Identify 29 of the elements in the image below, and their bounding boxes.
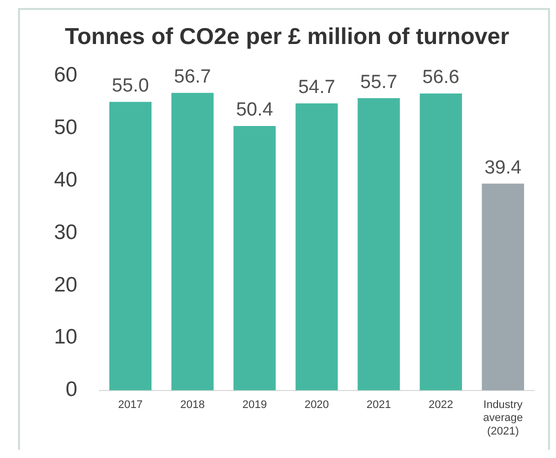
y-tick-label: 10 (54, 326, 78, 349)
bar (358, 98, 400, 390)
data-label: 54.7 (298, 77, 336, 98)
data-label: 55.7 (360, 72, 398, 93)
bar (171, 92, 214, 390)
x-tick-label: 2019 (242, 399, 267, 412)
x-tick-label: 2021 (366, 399, 392, 412)
y-tick-label: 30 (54, 220, 78, 244)
y-tick-label: 40 (54, 168, 78, 192)
bar (109, 102, 152, 390)
y-tick-label: 50 (54, 116, 78, 139)
data-label: 39.4 (484, 157, 522, 178)
data-label: 56.6 (422, 67, 460, 88)
y-tick-label: 60 (54, 63, 78, 86)
chart-title: Tonnes of CO2e per £ million of turnover (64, 23, 510, 50)
x-tick-label: 2017 (118, 399, 143, 412)
x-tick-label: Industry average (2021) (483, 399, 524, 438)
y-tick-label: 20 (54, 273, 78, 296)
data-label: 50.4 (236, 100, 274, 121)
x-tick-label: 2020 (304, 399, 329, 412)
bar (233, 126, 276, 390)
bar (482, 184, 524, 390)
y-tick-label: 0 (66, 378, 78, 402)
x-tick-label: 2022 (428, 399, 454, 412)
data-label: 56.7 (174, 66, 211, 88)
x-tick-label: 2018 (180, 399, 205, 412)
bar (296, 103, 338, 390)
data-label: 55.0 (112, 76, 149, 97)
bar (420, 93, 462, 390)
